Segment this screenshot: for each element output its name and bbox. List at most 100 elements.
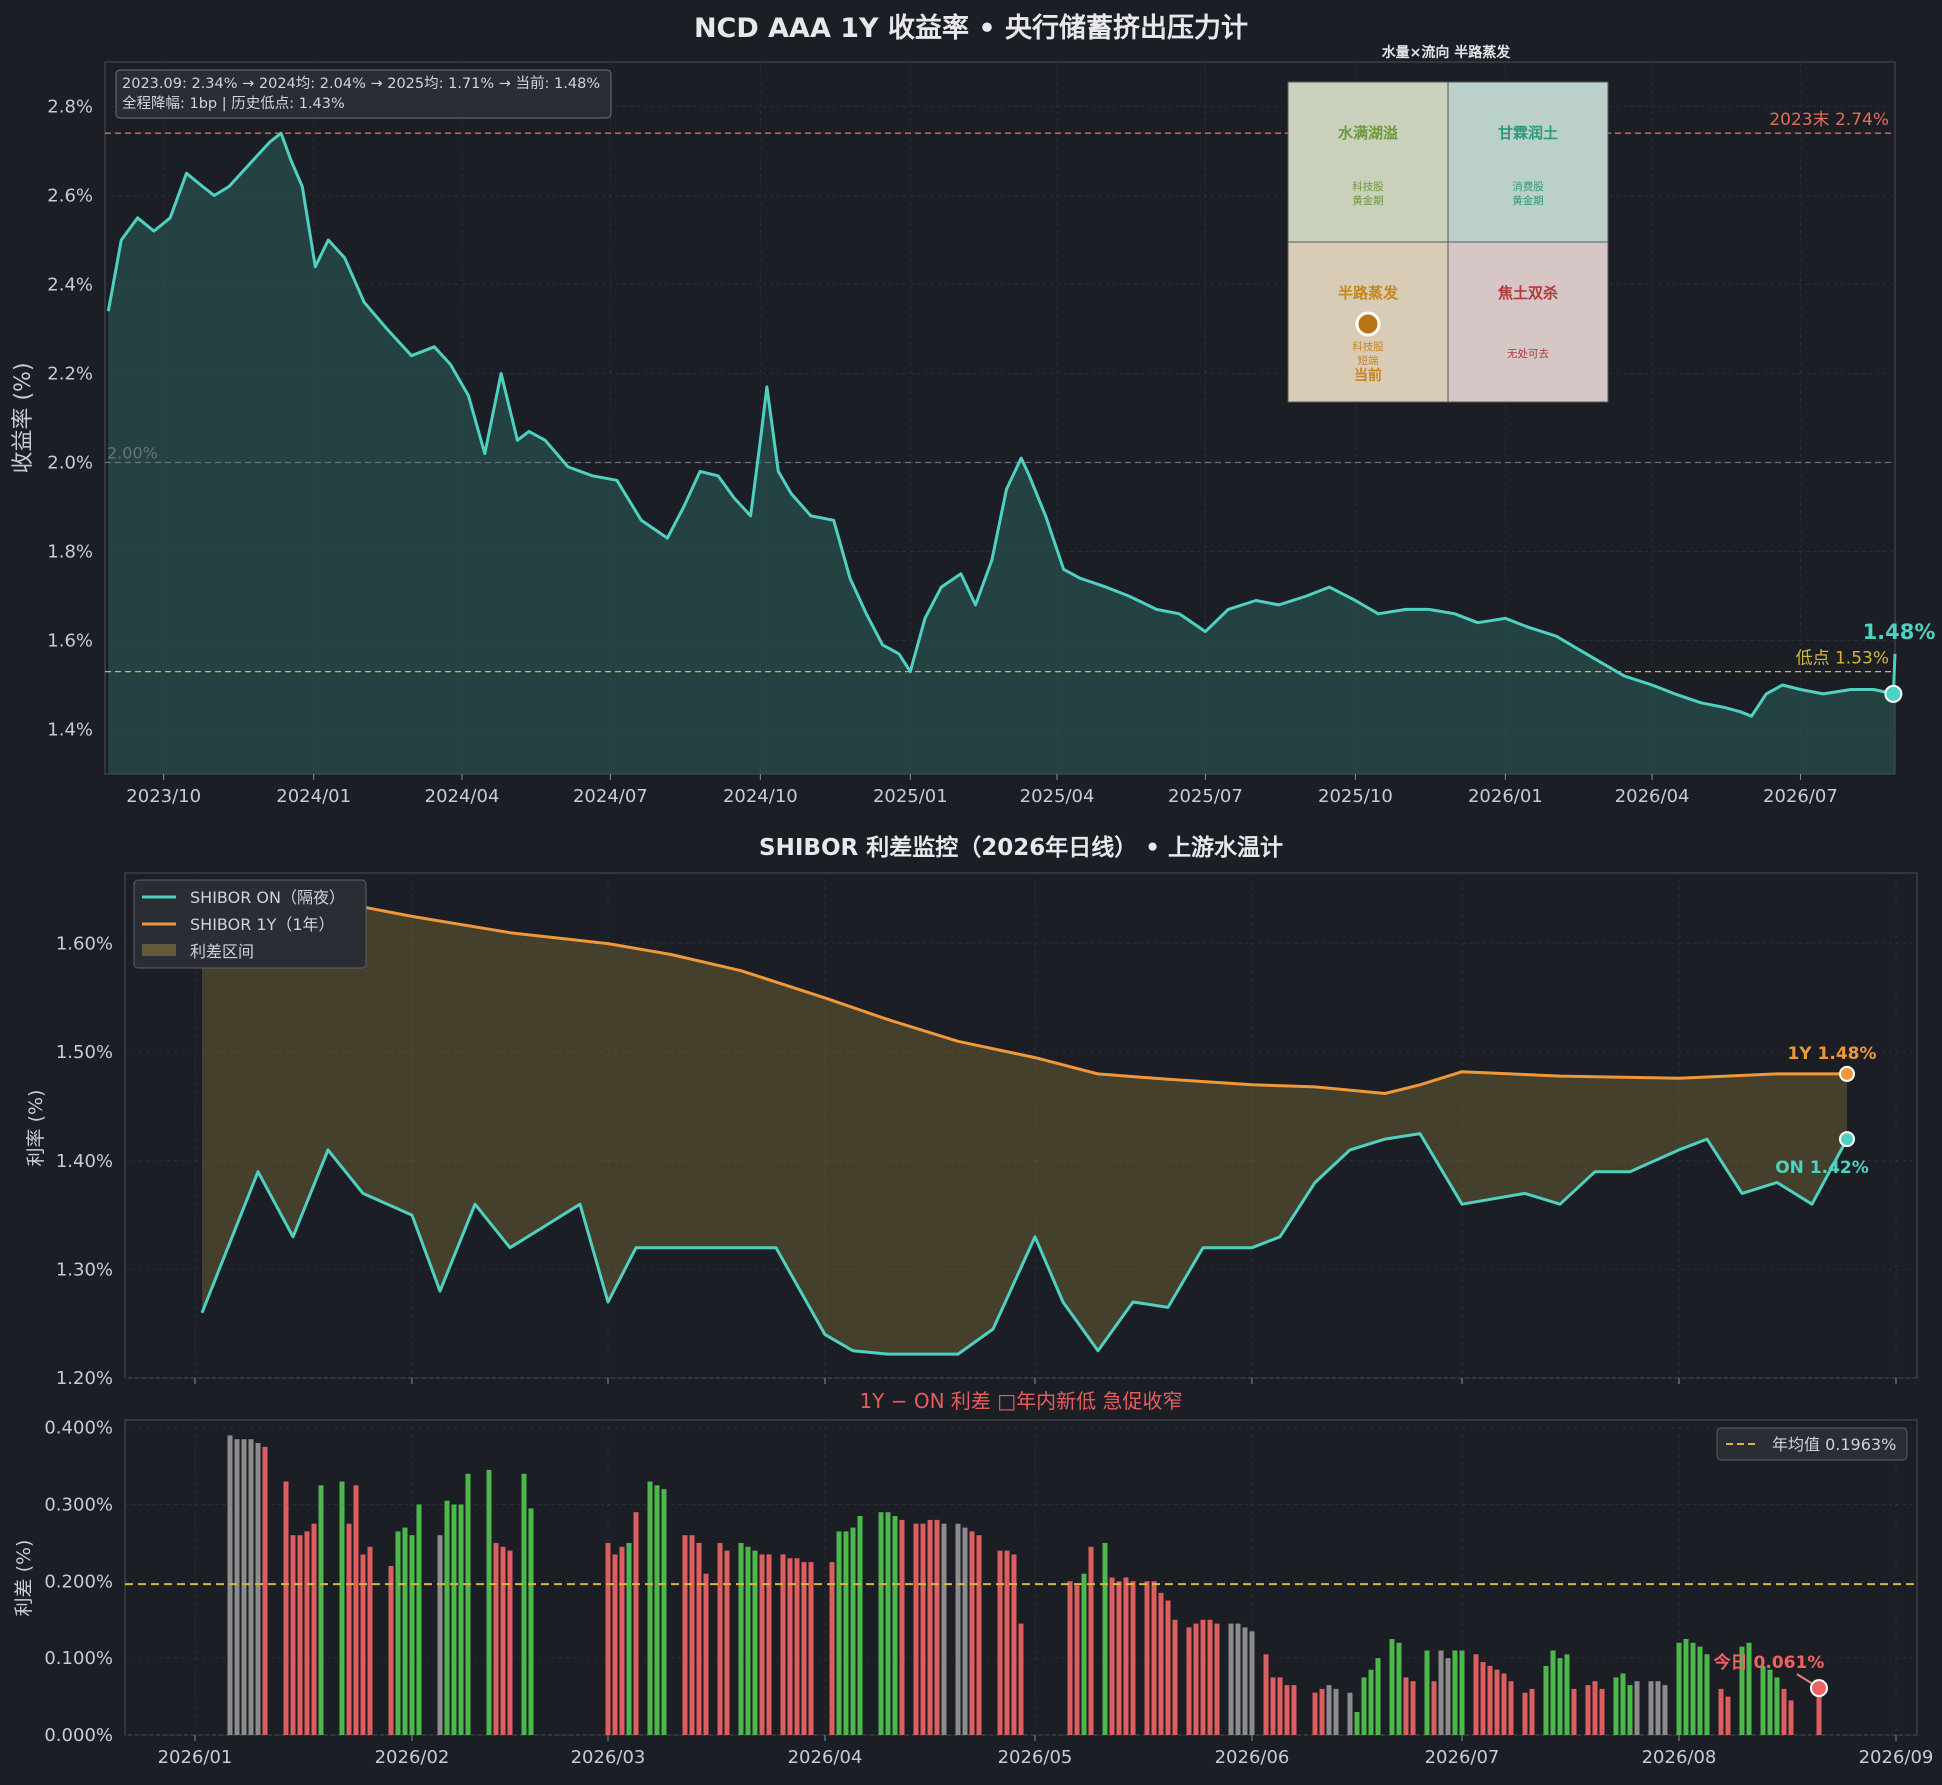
spread-bar xyxy=(262,1446,268,1735)
spread-bar xyxy=(1571,1688,1577,1735)
spread-bar xyxy=(969,1531,975,1735)
spread-bar xyxy=(1739,1646,1745,1735)
x-tick-label: 2025/07 xyxy=(1168,786,1243,807)
spread-bar xyxy=(1683,1639,1689,1735)
today-arrow xyxy=(1796,1673,1814,1685)
spread-bar xyxy=(752,1550,758,1735)
legend-label: 利差区间 xyxy=(190,942,254,961)
spread-band xyxy=(202,889,1847,1355)
spread-bar xyxy=(1781,1688,1787,1735)
spread-bar xyxy=(255,1443,261,1735)
today-label: 今日 0.061% xyxy=(1714,1652,1825,1673)
ncd-yield-chart: 1.4% 1.6% 1.8% 2.0% 2.2% 2.4% 2.6% 2.8% 2023/10 2… xyxy=(11,12,1935,807)
spread-bar xyxy=(1067,1581,1073,1735)
spread-bar xyxy=(353,1485,359,1735)
spread-bar xyxy=(857,1516,863,1735)
spread-bar xyxy=(766,1554,772,1735)
spread-bar xyxy=(1480,1662,1486,1735)
spread-bar xyxy=(1599,1688,1605,1735)
info-box-line: 2023.09: 2.34% → 2024均: 2.04% → 2025均: 1… xyxy=(122,75,600,92)
reference-line-label: 2023末 2.74% xyxy=(1769,110,1889,130)
spread-bar xyxy=(521,1473,527,1735)
spread-bar xyxy=(717,1542,723,1735)
spread-bar xyxy=(689,1535,695,1735)
spread-bar xyxy=(808,1562,814,1735)
spread-bar xyxy=(1214,1623,1220,1735)
spread-bar xyxy=(1487,1665,1493,1735)
x-tick-label: 2024/07 xyxy=(573,786,648,807)
x-tick-label: 2026/01 xyxy=(158,1747,233,1768)
spread-bar xyxy=(1543,1665,1549,1735)
spread-bar xyxy=(654,1485,660,1735)
spread-bar xyxy=(941,1523,947,1735)
x-tick-label: 2026/02 xyxy=(375,1747,450,1768)
y-tick-label: 1.30% xyxy=(56,1259,113,1280)
spread-bar xyxy=(605,1542,611,1735)
spread-bar xyxy=(1431,1681,1437,1735)
spread-bar xyxy=(311,1523,317,1735)
spread-bar xyxy=(528,1508,534,1735)
inset-title: 水量×流向 半路蒸发 xyxy=(1382,44,1512,61)
yield-line xyxy=(106,131,1897,718)
y-tick-label: 1.60% xyxy=(56,934,113,955)
spread-bar xyxy=(1186,1627,1192,1735)
spread-bar xyxy=(1172,1619,1178,1735)
spread-bar xyxy=(1438,1650,1444,1735)
spread-bar xyxy=(493,1542,499,1735)
spread-bar xyxy=(1270,1677,1276,1735)
current-yield-marker xyxy=(1884,684,1903,703)
chart-title: 1Y − ON 利差 □年内新低 急促收窄 xyxy=(859,1389,1182,1413)
y-tick-label: 1.8% xyxy=(47,542,93,563)
spread-bar xyxy=(465,1473,471,1735)
y-tick-label: 2.2% xyxy=(47,364,93,385)
y-tick-label: 0.400% xyxy=(44,1418,113,1439)
spread-bar xyxy=(1564,1654,1570,1735)
inset-current-label: 当前 xyxy=(1354,367,1382,384)
legend-box xyxy=(133,879,367,969)
shibor-on-line xyxy=(200,1132,1849,1356)
spread-bar xyxy=(843,1531,849,1735)
inset-quadrant-subtitle: 消费股 xyxy=(1512,180,1544,193)
spread-bar-chart: 0.000% 0.100% 0.200% 0.300% 0.400% 2026/01 202… xyxy=(13,1389,1933,1768)
spread-bar xyxy=(1081,1573,1087,1735)
spread-bar xyxy=(1424,1650,1430,1735)
spread-bar xyxy=(290,1535,296,1735)
inset-quadrant-title: 焦土双杀 xyxy=(1497,284,1558,302)
spread-bar xyxy=(1501,1673,1507,1735)
y-axis-label: 利差 (%) xyxy=(13,1540,35,1617)
legend-label: SHIBOR ON（隔夜） xyxy=(190,888,345,907)
spread-bar xyxy=(899,1519,905,1735)
y-tick-label: 2.6% xyxy=(47,186,93,207)
inset-quadrant-title: 半路蒸发 xyxy=(1338,284,1399,302)
y-axis-label: 利率 (%) xyxy=(25,1090,47,1167)
spread-bar xyxy=(388,1566,394,1735)
spread-bar xyxy=(626,1542,632,1735)
x-tick-label: 2026/07 xyxy=(1763,786,1838,807)
spread-bar xyxy=(1144,1581,1150,1735)
spread-bar xyxy=(1774,1677,1780,1735)
spread-bar xyxy=(1396,1642,1402,1735)
spread-bar xyxy=(486,1469,492,1735)
spread-bar xyxy=(437,1535,443,1735)
spread-bar xyxy=(927,1519,933,1735)
spread-bar xyxy=(1760,1665,1766,1735)
spread-bar xyxy=(1508,1681,1514,1735)
inset-quadrant xyxy=(1287,81,1449,243)
spread-bar xyxy=(367,1546,373,1735)
spread-bar xyxy=(647,1481,653,1735)
x-tick-label: 2023/10 xyxy=(126,786,201,807)
spread-bar xyxy=(241,1439,247,1735)
spread-bar xyxy=(612,1554,618,1735)
y-tick-label: 1.20% xyxy=(56,1368,113,1389)
inset-quadrant-subtitle: 科技股 xyxy=(1352,340,1384,353)
spread-bar xyxy=(1522,1692,1528,1735)
spread-bar xyxy=(1452,1650,1458,1735)
y-tick-label: 0.200% xyxy=(44,1571,113,1592)
inset-quadrant-title: 甘霖润土 xyxy=(1498,124,1558,142)
spread-bar xyxy=(1193,1623,1199,1735)
spread-bar xyxy=(1326,1685,1332,1735)
spread-bar xyxy=(1655,1681,1661,1735)
x-tick-label: 2026/06 xyxy=(1215,1747,1290,1768)
spread-bar xyxy=(703,1573,709,1735)
